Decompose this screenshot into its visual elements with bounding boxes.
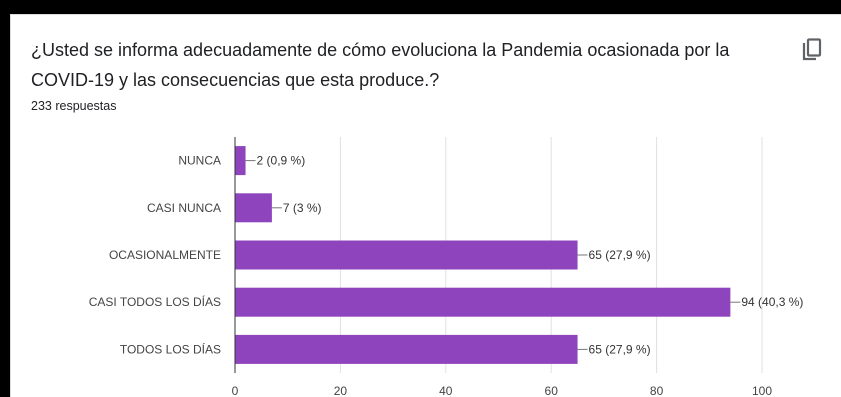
bar bbox=[235, 146, 246, 176]
question-title: ¿Usted se informa adecuadamente de cómo … bbox=[31, 40, 730, 90]
x-tick-label: 0 bbox=[232, 384, 239, 397]
bar bbox=[235, 334, 578, 364]
x-tick-label: 100 bbox=[752, 384, 772, 397]
data-label: 94 (40,3 %) bbox=[741, 295, 803, 309]
category-label: TODOS LOS DÍAS bbox=[120, 341, 221, 356]
category-label: OCASIONALMENTE bbox=[109, 248, 221, 262]
data-label: 65 (27,9 %) bbox=[589, 342, 651, 356]
question-card: ¿Usted se informa adecuadamente de cómo … bbox=[10, 14, 841, 397]
x-tick-label: 40 bbox=[439, 384, 453, 397]
category-label: CASI TODOS LOS DÍAS bbox=[89, 294, 221, 309]
bar bbox=[235, 193, 272, 223]
x-tick-label: 20 bbox=[334, 384, 348, 397]
category-label: NUNCA bbox=[178, 154, 221, 168]
data-label: 65 (27,9 %) bbox=[589, 248, 651, 262]
category-label: CASI NUNCA bbox=[147, 201, 221, 215]
x-tick-label: 80 bbox=[650, 384, 664, 397]
responses-count: 233 respuestas bbox=[31, 99, 117, 113]
bar bbox=[235, 287, 731, 317]
data-label: 2 (0,9 %) bbox=[257, 154, 306, 168]
axes: 0 20 40 60 80 100 NUNCA CASI NUNCA OCASIONALMENT… bbox=[89, 137, 772, 397]
copy-chart-button[interactable] bbox=[799, 37, 825, 63]
data-label: 7 (3 %) bbox=[283, 201, 322, 215]
bar-chart: 2 (0,9 %) 7 (3 %) 65 (27,9 %) 94 (40,3 %) 65… bbox=[89, 137, 803, 397]
x-tick-label: 60 bbox=[545, 384, 559, 397]
bar bbox=[235, 240, 578, 270]
bars: 2 (0,9 %) 7 (3 %) 65 (27,9 %) 94 (40,3 %) 65… bbox=[235, 146, 803, 364]
copy-icon bbox=[802, 38, 822, 61]
